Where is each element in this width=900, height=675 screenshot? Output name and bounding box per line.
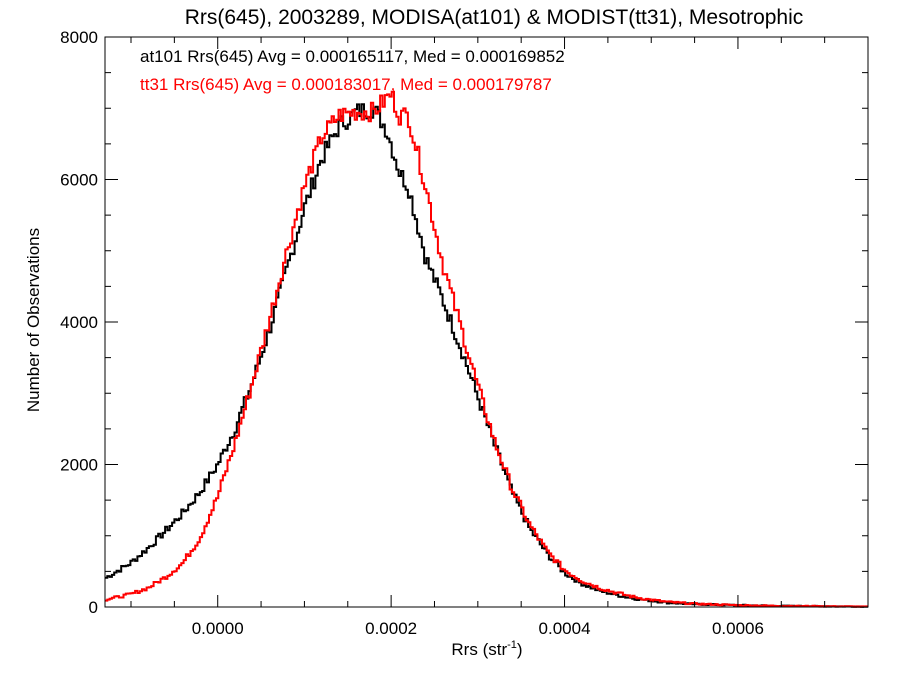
annotation-red: tt31 Rrs(645) Avg = 0.000183017, Med = 0…	[140, 75, 552, 94]
ticks-layer: 0.0000 0.0002 0.0004 0.0006 0 2000 4000 6000 800…	[60, 28, 869, 638]
y-axis-title-group: Number of Observations	[24, 228, 43, 412]
x-axis-title: Rrs (str-1)	[451, 639, 522, 659]
y-axis-title: Number of Observations	[24, 228, 43, 412]
y-tick-label: 8000	[60, 28, 98, 47]
x-tick-label: 0.0004	[539, 619, 591, 638]
y-tick-label: 6000	[60, 171, 98, 190]
x-axis-title-superscript: -1	[507, 639, 517, 651]
series-layer	[105, 90, 868, 608]
annotations-layer: at101 Rrs(645) Avg = 0.000165117, Med = …	[140, 47, 565, 94]
x-tick-label: 0.0006	[712, 619, 764, 638]
x-tick-label: 0.0002	[365, 619, 417, 638]
series-line-red	[105, 90, 868, 608]
annotation-black: at101 Rrs(645) Avg = 0.000165117, Med = …	[140, 47, 565, 66]
y-tick-label: 0	[89, 598, 98, 617]
chart-title: Rrs(645), 2003289, MODISA(at101) & MODIS…	[185, 6, 804, 29]
x-tick-label: 0.0000	[192, 619, 244, 638]
y-tick-label: 2000	[60, 456, 98, 475]
x-axis-title-main: Rrs (str	[451, 640, 507, 659]
x-axis-title-close: )	[517, 640, 523, 659]
y-tick-label: 4000	[60, 313, 98, 332]
plot-frame	[104, 36, 869, 608]
series-line-black	[105, 103, 868, 608]
